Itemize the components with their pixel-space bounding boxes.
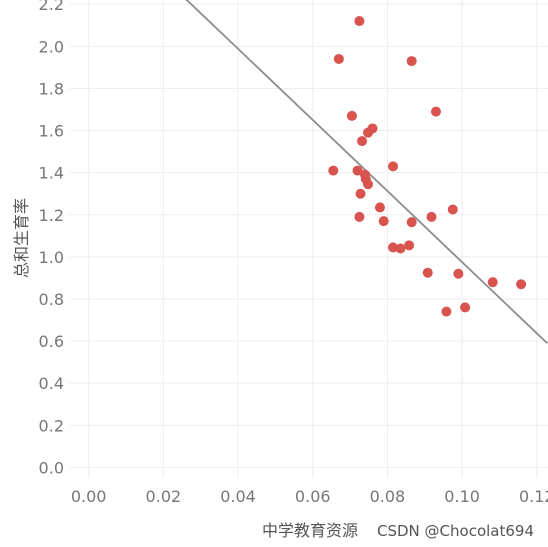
x-tick-label: 0.08 — [370, 487, 406, 506]
data-point — [406, 56, 417, 67]
y-tick-label: 2.0 — [39, 37, 64, 56]
data-point — [447, 204, 458, 215]
data-point — [430, 106, 441, 117]
data-point — [422, 267, 433, 278]
points-layer — [328, 16, 527, 317]
y-tick-label: 0.4 — [39, 374, 64, 393]
watermark: CSDN @Chocolat694 — [377, 522, 534, 540]
y-tick-label: 1.4 — [39, 164, 64, 183]
data-point — [426, 211, 437, 222]
x-tick-label: 0.10 — [444, 487, 480, 506]
y-tick-label: 0.0 — [39, 458, 64, 477]
data-point — [395, 243, 406, 254]
data-point — [453, 268, 464, 279]
y-axis-ticks: 0.0 0.2 0.4 0.6 0.8 1.0 1.2 1.4 1.6 1.8 2.0 2.2 — [39, 0, 64, 477]
data-point — [378, 216, 389, 227]
data-point — [388, 161, 399, 172]
y-tick-label: 1.6 — [39, 122, 64, 141]
y-tick-label: 0.6 — [39, 332, 64, 351]
y-tick-label: 1.0 — [39, 248, 64, 267]
data-point — [487, 277, 498, 288]
data-point — [355, 188, 366, 199]
data-point — [363, 179, 374, 190]
x-tick-label: 0.06 — [295, 487, 331, 506]
x-tick-label: 0.04 — [220, 487, 256, 506]
data-point — [354, 16, 365, 27]
data-point — [328, 165, 339, 176]
data-point — [404, 240, 415, 251]
data-point — [346, 110, 357, 121]
data-point — [406, 217, 417, 228]
data-point — [460, 302, 471, 313]
data-point — [374, 202, 385, 213]
y-axis-title: 总和生育率 — [12, 198, 31, 278]
data-point — [352, 165, 363, 176]
y-tick-label: 1.2 — [39, 206, 64, 225]
x-tick-label: 0.00 — [71, 487, 107, 506]
data-point — [441, 306, 452, 317]
data-point — [333, 53, 344, 64]
y-tick-label: 0.2 — [39, 416, 64, 435]
y-tick-label: 1.8 — [39, 79, 64, 98]
grid-layer — [70, 0, 548, 478]
y-tick-label: 2.2 — [39, 0, 64, 14]
x-axis-ticks: 0.00 0.02 0.04 0.06 0.08 0.10 0.12 — [71, 487, 548, 506]
trendline-layer — [185, 0, 548, 344]
x-axis-title: 中学教育资源 — [262, 521, 358, 540]
data-point — [388, 242, 399, 253]
data-point — [516, 279, 527, 290]
x-tick-label: 0.02 — [146, 487, 182, 506]
data-point — [357, 136, 368, 147]
trendline — [185, 0, 548, 344]
data-point — [363, 127, 374, 138]
y-tick-label: 0.8 — [39, 290, 64, 309]
x-tick-label: 0.12 — [519, 487, 548, 506]
data-point — [354, 211, 365, 222]
